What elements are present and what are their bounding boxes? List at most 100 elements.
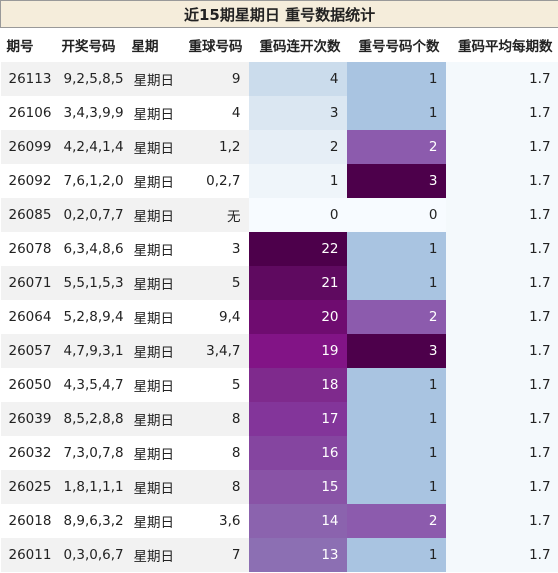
- table-cell: 20: [248, 300, 347, 334]
- table-cell: 17: [248, 402, 347, 436]
- table-cell: 26050: [8, 377, 52, 393]
- table-cell: 1.7: [445, 436, 558, 470]
- table-cell: 2: [346, 300, 446, 334]
- table-cell: 1.7: [445, 62, 558, 96]
- table-cell: 星期日: [125, 334, 181, 368]
- table-row: 26057 4,7,9,3,1 星期日 3,4,7 19 3 1.7: [0, 334, 558, 368]
- table-cell: 21: [248, 266, 347, 300]
- table-cell: 14: [248, 504, 347, 538]
- table-cell: 26092: [8, 173, 52, 189]
- table-cell: 15: [248, 470, 347, 504]
- table-cell: 1.7: [445, 504, 558, 538]
- table-cell: 无: [180, 198, 249, 232]
- table-cell: 26113: [0, 62, 56, 96]
- column-header: 重球号码: [188, 39, 243, 55]
- table-cell: 7: [180, 538, 249, 572]
- table-cell: 26064: [8, 309, 52, 325]
- table-row: 26092 7,6,1,2,0 星期日 0,2,7 1 3 1.7: [1, 164, 558, 198]
- table-cell: 13: [248, 538, 347, 572]
- table-cell: 8,9,6,3,2: [63, 513, 124, 529]
- table-cell: 8: [231, 445, 241, 461]
- table-cell: 26032: [8, 445, 52, 461]
- table-cell: 26018: [8, 513, 52, 529]
- table-body: 26113 9,2,5,8,5 星期日 9 4 1 1.7 26106 3,4,3,9,9 星期日…: [0, 62, 558, 572]
- table-cell: 1.7: [445, 470, 558, 504]
- table-cell: 0,2,0,7,7: [55, 198, 126, 232]
- table-cell: 1.7: [445, 232, 558, 266]
- table-cell: 1: [346, 538, 446, 572]
- table-cell: 8,5,2,8,8: [55, 402, 126, 436]
- table-cell: 星期日: [125, 402, 181, 436]
- table-cell: 5: [180, 266, 249, 300]
- column-header: 开奖号码: [61, 39, 116, 55]
- table-cell: 2: [346, 130, 446, 164]
- table-cell: 9,2,5,8,5: [55, 62, 126, 96]
- table-cell: 星期日: [133, 515, 175, 531]
- table-cell: 16: [248, 436, 347, 470]
- table-cell: 3: [346, 164, 446, 198]
- table-cell: 7,6,1,2,0: [63, 173, 124, 189]
- table-cell: 1: [346, 62, 446, 96]
- table-cell: 26085: [0, 198, 56, 232]
- table-cell: 1,2: [180, 130, 249, 164]
- table-cell: 1: [346, 266, 446, 300]
- table-cell: 1.7: [445, 266, 558, 300]
- table-cell: 星期日: [125, 538, 181, 572]
- table-cell: 3,4,3,9,9: [63, 105, 124, 121]
- table-cell: 1.7: [445, 164, 558, 198]
- table-cell: 4,3,5,4,7: [63, 377, 124, 393]
- table-cell: 星期日: [125, 198, 181, 232]
- table-cell: 1.7: [445, 130, 558, 164]
- table-row: 26050 4,3,5,4,7 星期日 5 18 1 1.7: [1, 368, 558, 402]
- table-cell: 星期日: [125, 130, 181, 164]
- table-cell: 1.7: [445, 334, 558, 368]
- table-cell: 星期日: [133, 175, 175, 191]
- table-cell: 星期日: [133, 447, 175, 463]
- table-row: 26099 4,2,4,1,4 星期日 1,2 2 2 1.7: [0, 130, 558, 164]
- table-row: 26032 7,3,0,7,8 星期日 8 16 1 1.7: [1, 436, 558, 470]
- table-cell: 3,6: [219, 513, 241, 529]
- table-cell: 1: [346, 96, 446, 130]
- table-cell: 1: [346, 368, 446, 402]
- table-row: 26025 1,8,1,1,1 星期日 8 15 1 1.7: [0, 470, 558, 504]
- table-cell: 星期日: [125, 62, 181, 96]
- table-cell: 26039: [0, 402, 56, 436]
- table-cell: 1,8,1,1,1: [55, 470, 126, 504]
- table-row: 26011 0,3,0,6,7 星期日 7 13 1 1.7: [0, 538, 558, 572]
- table-cell: 1: [346, 436, 446, 470]
- table-cell: 2: [346, 504, 446, 538]
- table-cell: 1.7: [445, 402, 558, 436]
- header-row: 期号 开奖号码 星期 重球号码 重码连开次数 重号号码个数 重码平均每期数: [1, 28, 558, 63]
- table-cell: 22: [248, 232, 347, 266]
- table-cell: 4,2,4,1,4: [55, 130, 126, 164]
- table-cell: 5,2,8,9,4: [63, 309, 124, 325]
- table-cell: 26078: [8, 241, 52, 257]
- table-cell: 26071: [0, 266, 56, 300]
- table-cell: 26106: [8, 105, 52, 121]
- table-cell: 1.7: [445, 300, 558, 334]
- table-row: 26018 8,9,6,3,2 星期日 3,6 14 2 1.7: [1, 504, 558, 538]
- table-cell: 1: [346, 232, 446, 266]
- table-row: 26071 5,5,1,5,3 星期日 5 21 1 1.7: [0, 266, 558, 300]
- table-cell: 0,3,0,6,7: [55, 538, 126, 572]
- table-cell: 26099: [0, 130, 56, 164]
- table-cell: 1.7: [445, 538, 558, 572]
- table-row: 26039 8,5,2,8,8 星期日 8 17 1 1.7: [0, 402, 558, 436]
- table-row: 26078 6,3,4,8,6 星期日 3 22 1 1.7: [1, 232, 558, 266]
- table-cell: 1.7: [445, 368, 558, 402]
- table-row: 26085 0,2,0,7,7 星期日无 0 0 1.7: [0, 198, 558, 232]
- table-cell: 星期日: [133, 311, 175, 327]
- table-cell: 0,2,7: [206, 173, 241, 189]
- table-cell: 1: [346, 470, 446, 504]
- table-cell: 8: [180, 470, 249, 504]
- table-cell: 星期日: [125, 470, 181, 504]
- table-cell: 0: [346, 198, 446, 232]
- table-cell: 星期日: [133, 243, 175, 259]
- table-cell: 18: [248, 368, 347, 402]
- table-cell: 星期日: [125, 266, 181, 300]
- table-row: 26064 5,2,8,9,4 星期日 9,4 20 2 1.7: [1, 300, 558, 334]
- table-cell: 星期日: [133, 379, 175, 395]
- table-cell: 26011: [0, 538, 56, 572]
